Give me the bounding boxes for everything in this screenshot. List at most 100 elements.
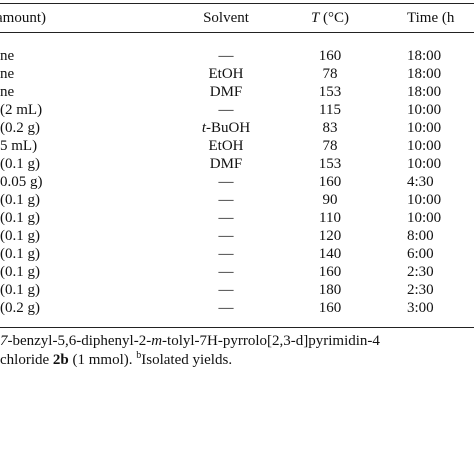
solvent-name: — bbox=[218, 102, 234, 118]
cell-temperature: 180 bbox=[318, 282, 342, 298]
table-row: 5 mL) EtOH 78 10:00 bbox=[0, 137, 474, 156]
cell-time: 2:30 bbox=[407, 282, 434, 298]
solvent-name: — bbox=[218, 210, 234, 226]
cell-catalyst: ne bbox=[0, 48, 15, 64]
cell-solvent: DMF bbox=[170, 83, 282, 102]
cell-temperature: 115 bbox=[319, 102, 341, 118]
cell-time: 10:00 bbox=[407, 156, 442, 172]
header-temperature-symbol: T bbox=[310, 10, 320, 26]
table-row: (2 mL) — 115 10:00 bbox=[0, 101, 474, 120]
cell-solvent: — bbox=[170, 281, 282, 300]
cell-solvent: EtOH bbox=[170, 65, 282, 84]
table-row: (0.2 g) t-BuOH 83 10:00 bbox=[0, 119, 474, 138]
cell-time: 10:00 bbox=[407, 120, 442, 136]
header-temperature-unit: (°C) bbox=[319, 10, 350, 26]
cell-catalyst: (0.1 g) bbox=[0, 228, 40, 244]
footnote-compound: 2b bbox=[52, 352, 69, 368]
cell-temperature: 90 bbox=[322, 192, 338, 208]
bottom-rule bbox=[0, 327, 474, 328]
top-rule bbox=[0, 3, 474, 4]
footnote-d: -tolyl-7H-pyrrolo[2,3-d]pyrimidin-4 bbox=[162, 333, 380, 349]
header-catalyst-amount: amount) bbox=[0, 10, 46, 26]
cell-solvent: — bbox=[170, 263, 282, 282]
solvent-name: — bbox=[218, 300, 234, 316]
table-row: ne DMF 153 18:00 bbox=[0, 83, 474, 102]
cell-solvent: — bbox=[170, 173, 282, 192]
header-rule bbox=[0, 32, 474, 33]
cell-time: 3:00 bbox=[407, 300, 434, 316]
header-time: Time (h bbox=[407, 10, 455, 26]
footnote-sup: b bbox=[136, 350, 142, 361]
footnote-b: -benzyl-5,6-diphenyl-2- bbox=[7, 333, 152, 349]
table-row: (0.1 g) — 110 10:00 bbox=[0, 209, 474, 228]
cell-catalyst: (0.1 g) bbox=[0, 210, 40, 226]
cell-catalyst: 0.05 g) bbox=[0, 174, 43, 190]
cell-solvent: — bbox=[170, 101, 282, 120]
solvent-name: — bbox=[218, 192, 234, 208]
cell-catalyst: (0.1 g) bbox=[0, 246, 40, 262]
cell-solvent: — bbox=[170, 191, 282, 210]
cell-time: 10:00 bbox=[407, 138, 442, 154]
footnote-c: m bbox=[151, 333, 163, 349]
cell-temperature: 78 bbox=[322, 66, 338, 82]
cell-time: 6:00 bbox=[407, 246, 434, 262]
cell-temperature: 83 bbox=[322, 120, 338, 136]
cell-temperature: 160 bbox=[318, 48, 342, 64]
cell-temperature: 160 bbox=[318, 174, 342, 190]
solvent-name: — bbox=[218, 264, 234, 280]
header-temperature: T (°C) bbox=[282, 8, 378, 28]
cell-temperature: 153 bbox=[318, 84, 342, 100]
solvent-name: -BuOH bbox=[206, 120, 251, 136]
table-row: (0.1 g) — 140 6:00 bbox=[0, 245, 474, 264]
footnote-g: Isolated yields. bbox=[141, 352, 233, 368]
footnote-line-1: 7-benzyl-5,6-diphenyl-2-m-tolyl-7H-pyrro… bbox=[0, 332, 474, 350]
cell-time: 10:00 bbox=[407, 192, 442, 208]
footnote-e: chloride bbox=[0, 352, 53, 368]
cell-time: 10:00 bbox=[407, 210, 442, 226]
cell-solvent: — bbox=[170, 245, 282, 264]
cell-temperature: 160 bbox=[318, 264, 342, 280]
cell-catalyst: ne bbox=[0, 66, 15, 82]
cell-time: 4:30 bbox=[407, 174, 434, 190]
cell-temperature: 110 bbox=[319, 210, 341, 226]
cell-solvent: EtOH bbox=[170, 137, 282, 156]
cell-catalyst: (0.2 g) bbox=[0, 300, 40, 316]
cell-solvent: t-BuOH bbox=[170, 119, 282, 138]
cell-time: 2:30 bbox=[407, 264, 434, 280]
footnote-f: (1 mmol). bbox=[68, 352, 137, 368]
header-solvent: Solvent bbox=[203, 10, 249, 26]
solvent-name: — bbox=[218, 246, 234, 262]
cell-catalyst: (0.1 g) bbox=[0, 264, 40, 280]
cell-catalyst: (0.1 g) bbox=[0, 192, 40, 208]
solvent-name: — bbox=[218, 174, 234, 190]
solvent-name: DMF bbox=[209, 84, 243, 100]
cell-catalyst: (0.2 g) bbox=[0, 120, 40, 136]
cell-catalyst: (2 mL) bbox=[0, 102, 43, 118]
cell-solvent: — bbox=[170, 227, 282, 246]
cell-solvent: — bbox=[170, 47, 282, 66]
table-row: ne — 160 18:00 bbox=[0, 47, 474, 66]
cell-solvent: — bbox=[170, 209, 282, 228]
table-row: ne EtOH 78 18:00 bbox=[0, 65, 474, 84]
solvent-name: — bbox=[218, 48, 234, 64]
solvent-name: — bbox=[218, 282, 234, 298]
table-row: 0.05 g) — 160 4:30 bbox=[0, 173, 474, 192]
cell-time: 18:00 bbox=[407, 84, 442, 100]
cell-time: 8:00 bbox=[407, 228, 434, 244]
table-row: (0.1 g) DMF 153 10:00 bbox=[0, 155, 474, 174]
cell-time: 10:00 bbox=[407, 102, 442, 118]
footnote-line-2: chloride 2b (1 mmol). bIsolated yields. bbox=[0, 351, 474, 369]
solvent-name: — bbox=[218, 228, 234, 244]
cell-catalyst: 5 mL) bbox=[0, 138, 38, 154]
cell-time: 18:00 bbox=[407, 48, 442, 64]
table-row: (0.2 g) — 160 3:00 bbox=[0, 299, 474, 318]
table-row: (0.1 g) — 90 10:00 bbox=[0, 191, 474, 210]
cell-temperature: 120 bbox=[318, 228, 342, 244]
cell-temperature: 78 bbox=[322, 138, 338, 154]
solvent-prefix: t bbox=[201, 120, 206, 136]
cell-temperature: 140 bbox=[318, 246, 342, 262]
footnote-a: 7 bbox=[0, 333, 8, 349]
table-row: (0.1 g) — 120 8:00 bbox=[0, 227, 474, 246]
solvent-name: EtOH bbox=[208, 138, 244, 154]
